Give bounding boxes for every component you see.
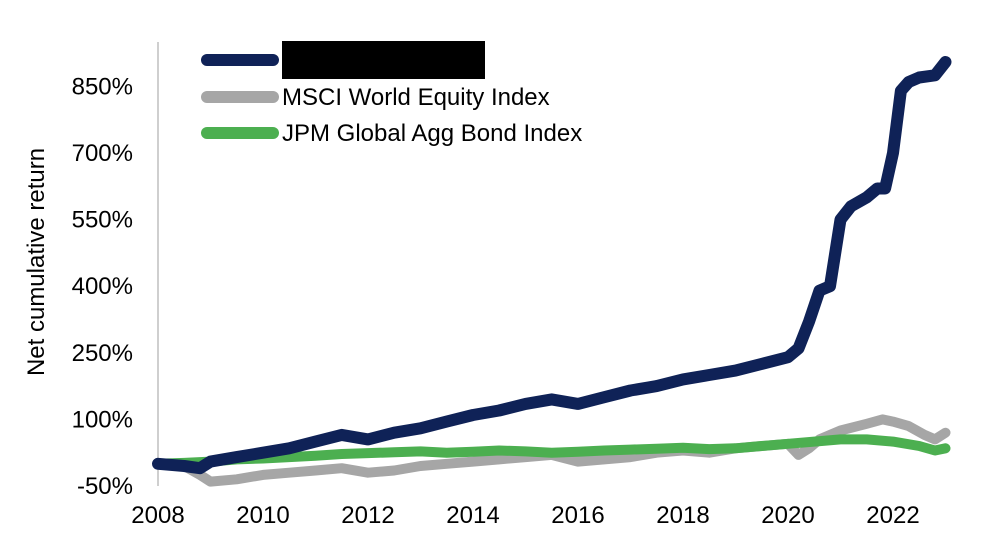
y-tick-label: 550% <box>72 207 133 234</box>
y-tick-label: -50% <box>77 473 133 500</box>
y-tick-label: 850% <box>72 73 133 100</box>
series-line-0 <box>152 56 952 475</box>
x-tick-label: 2010 <box>236 502 289 529</box>
y-axis-label: Net cumulative return <box>23 148 50 376</box>
legend: MSCI World Equity Index JPM Global Agg Bo… <box>201 41 582 147</box>
x-tick-labels: 2008 2010 2012 2014 2016 2018 2020 2022 <box>131 502 919 529</box>
y-tick-label: 100% <box>72 406 133 433</box>
redaction-box <box>282 41 485 79</box>
x-tick-label: 2022 <box>866 502 919 529</box>
series-line-2 <box>153 434 951 469</box>
x-tick-label: 2018 <box>656 502 709 529</box>
x-tick-label: 2014 <box>446 502 499 529</box>
series-lines <box>152 56 952 487</box>
y-tick-label: 250% <box>72 340 133 367</box>
series-line-1 <box>153 414 951 487</box>
legend-label-2: JPM Global Agg Bond Index <box>282 120 582 147</box>
x-tick-label: 2012 <box>341 502 394 529</box>
x-tick-label: 2016 <box>551 502 604 529</box>
y-tick-label: 700% <box>72 140 133 167</box>
y-tick-label: 400% <box>72 273 133 300</box>
x-tick-label: 2008 <box>131 502 184 529</box>
x-tick-label: 2020 <box>761 502 814 529</box>
y-tick-labels: -50% 100% 250% 400% 550% 700% 850% <box>72 73 133 500</box>
legend-label-1: MSCI World Equity Index <box>282 84 550 111</box>
